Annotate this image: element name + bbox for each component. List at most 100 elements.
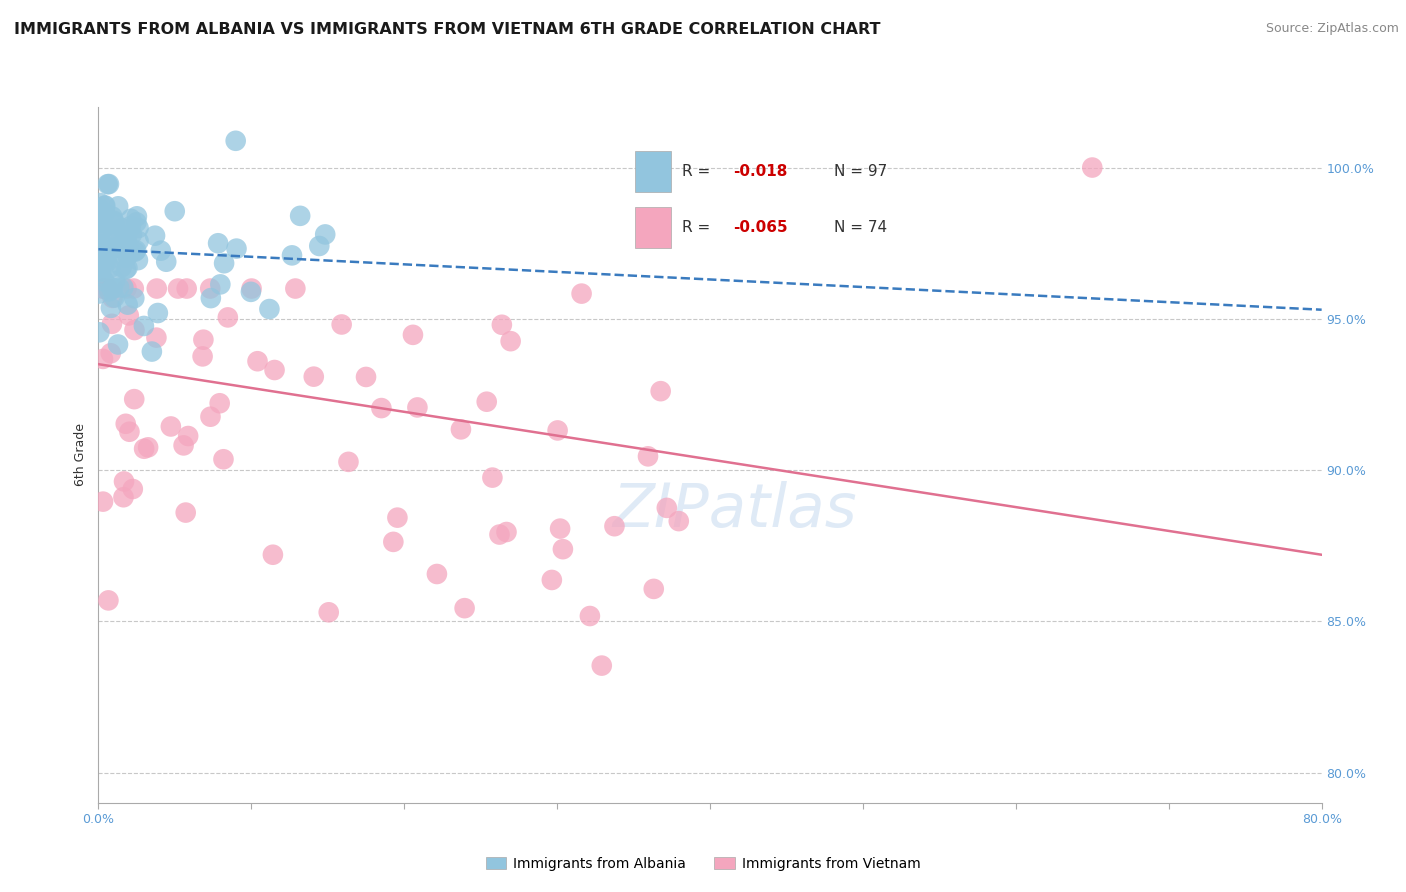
Point	[98, 177, 121, 191]
Point	[89, 202, 111, 216]
Point	[111, 260, 134, 275]
Point	[89, 252, 111, 267]
Point	[262, 548, 284, 562]
Point	[91, 281, 114, 295]
Point	[117, 260, 139, 275]
Point	[263, 363, 285, 377]
Point	[426, 566, 449, 581]
Point	[302, 369, 325, 384]
Point	[406, 401, 429, 415]
Point	[117, 249, 139, 263]
Point	[136, 440, 159, 454]
Point	[91, 351, 114, 366]
Point	[104, 274, 127, 288]
Point	[105, 241, 128, 255]
Point	[495, 524, 517, 539]
Point	[101, 317, 124, 331]
Point	[89, 258, 111, 272]
Point	[91, 222, 114, 236]
Bar	[636, 151, 671, 192]
Point	[637, 450, 659, 464]
Point	[115, 281, 138, 295]
Point	[173, 438, 195, 452]
Point	[118, 425, 141, 439]
Point	[174, 506, 197, 520]
Point	[124, 244, 146, 259]
Text: N = 74: N = 74	[834, 219, 887, 235]
Point	[108, 233, 131, 247]
Point	[176, 281, 198, 295]
Point	[91, 237, 114, 252]
Point	[314, 227, 336, 242]
Point	[668, 514, 690, 528]
Point	[90, 265, 112, 279]
Point	[212, 452, 235, 467]
Point	[246, 354, 269, 368]
Point	[551, 542, 574, 557]
Point	[124, 291, 146, 305]
Point	[111, 221, 134, 235]
Point	[149, 244, 172, 258]
Point	[579, 609, 602, 624]
Point	[160, 419, 183, 434]
Point	[547, 424, 569, 438]
Text: ZIPatlas: ZIPatlas	[612, 481, 856, 540]
Point	[225, 134, 247, 148]
Point	[1081, 161, 1104, 175]
Point	[115, 242, 138, 256]
Point	[89, 264, 111, 278]
Point	[90, 214, 112, 228]
Text: R =: R =	[682, 164, 716, 178]
Point	[145, 331, 167, 345]
Point	[163, 204, 186, 219]
Point	[101, 229, 124, 244]
Point	[89, 196, 111, 211]
Point	[239, 285, 262, 299]
Point	[200, 409, 222, 424]
Point	[337, 455, 360, 469]
Point	[540, 573, 562, 587]
Point	[127, 253, 149, 268]
Point	[91, 494, 114, 508]
Point	[499, 334, 522, 348]
Text: R =: R =	[682, 219, 716, 235]
Point	[402, 327, 425, 342]
Point	[128, 221, 150, 235]
Point	[97, 593, 120, 607]
Point	[370, 401, 392, 415]
Point	[308, 239, 330, 253]
Text: -0.018: -0.018	[733, 164, 787, 178]
Point	[225, 242, 247, 256]
Point	[167, 281, 190, 295]
Point	[120, 219, 142, 233]
Point	[655, 500, 678, 515]
Point	[217, 310, 239, 325]
Point	[101, 291, 124, 305]
Point	[145, 281, 167, 295]
Point	[90, 222, 112, 236]
Point	[90, 242, 112, 256]
Point	[107, 240, 129, 254]
Point	[200, 291, 222, 305]
Point	[281, 248, 304, 262]
Point	[93, 222, 115, 236]
Point	[89, 262, 111, 277]
Point	[115, 262, 138, 277]
Point	[89, 268, 111, 283]
Point	[93, 255, 115, 269]
Point	[143, 228, 166, 243]
Point	[91, 214, 114, 228]
Point	[450, 422, 472, 436]
Point	[100, 301, 122, 315]
Point	[98, 285, 121, 299]
Point	[103, 216, 125, 230]
Point	[112, 280, 135, 294]
Point	[94, 244, 117, 258]
Point	[115, 227, 138, 242]
Point	[107, 337, 129, 351]
Point	[208, 396, 231, 410]
Point	[481, 470, 503, 484]
Point	[591, 658, 613, 673]
Point	[125, 244, 148, 258]
Point	[97, 244, 120, 259]
